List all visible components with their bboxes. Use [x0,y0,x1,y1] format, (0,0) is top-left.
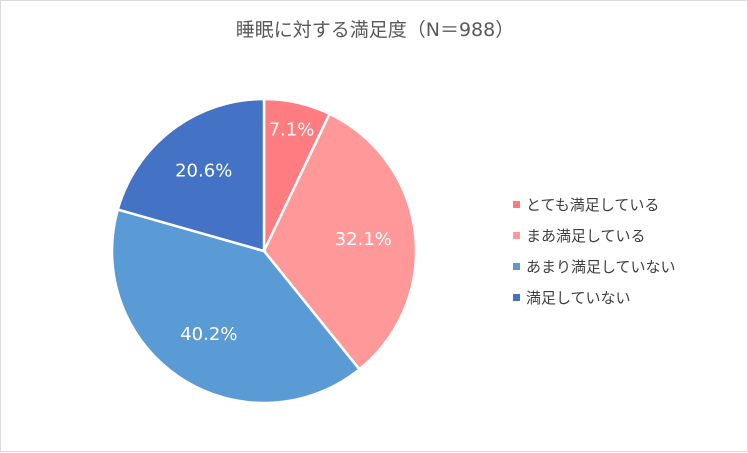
legend-swatch [513,263,520,270]
legend-label: まあ満足している [526,227,646,245]
legend-swatch [513,232,520,239]
legend-item-4: 満足していない [513,282,676,313]
legend-item-2: まあ満足している [513,220,676,251]
data-label-3: 40.2% [180,324,237,345]
legend-label: あまり満足していない [526,258,676,276]
pie-slice-3 [110,207,362,405]
chart-legend: とても満足している まあ満足しているあまり満足していない 満足していない [513,189,676,313]
legend-label: 満足していない [526,289,631,307]
data-label-4: 20.6% [175,161,232,182]
legend-swatch [513,201,520,208]
chart-title: 睡眠に対する満足度（N＝988） [235,19,515,41]
data-label-1: 7.1% [269,120,315,141]
pie-slice-2 [262,112,418,372]
legend-item-3: あまり満足していない [513,251,676,282]
legend-swatch [513,294,520,301]
legend-item-1: とても満足している [513,189,676,220]
legend-label: とても満足している [526,196,660,214]
pie-slice-4 [116,97,266,253]
data-label-2: 32.1% [335,229,392,250]
